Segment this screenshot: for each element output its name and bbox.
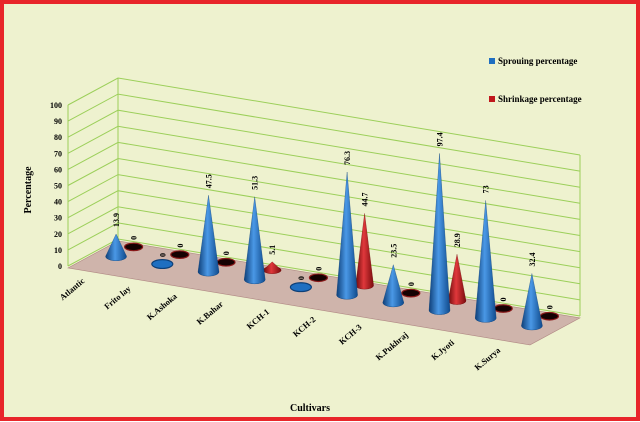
x-tick-label: KCH-3: [337, 322, 364, 347]
gridline: [67, 77, 581, 156]
shrinkage-disc-K.Ashoka: [216, 257, 236, 267]
y-tick-label: 30: [54, 214, 62, 223]
sprouting-cone-K.Ashoka: [197, 195, 220, 277]
legend-swatch: [489, 58, 495, 64]
data-label: 76.3: [343, 151, 352, 165]
data-label: 47.5: [205, 174, 214, 188]
y-tick-label: 10: [54, 246, 62, 255]
data-label: 97.4: [436, 132, 445, 146]
data-label: 5.1: [268, 245, 277, 255]
x-tick-label: KCH-1: [244, 307, 271, 332]
shrinkage-cone-KCH-2: [355, 213, 374, 290]
x-tick-label: Frito lay: [102, 283, 133, 311]
y-tick-label: 20: [54, 230, 62, 239]
data-label: 44.7: [361, 192, 370, 206]
gridline: [67, 174, 581, 253]
gridline: [67, 141, 581, 220]
shrinkage-disc-K.Jyoti: [493, 304, 513, 313]
gridline: [67, 157, 581, 236]
shrinkage-disc-K.Surya: [539, 311, 560, 321]
data-label: 51.3: [251, 176, 260, 190]
cone-chart: 0 10 20 30 40 50 60 70 80 90 100 Percentage Cultivar…: [23, 56, 582, 414]
sprouting-cone-K.Pukhraj: [428, 153, 451, 315]
gridline: [67, 109, 581, 188]
legend-label: Sprouing percentage: [498, 56, 577, 66]
shrinkage-disc-Atlantic: [124, 242, 144, 252]
x-tick-label: K.Bahar: [194, 299, 225, 327]
sprouting-cone-K.Jyoti: [475, 200, 497, 323]
sprouting-cone-K.Surya: [521, 273, 543, 331]
x-tick-label: Atlantic: [58, 276, 87, 303]
shrinkage-disc-Frito lay: [170, 250, 190, 259]
y-tick-label: 100: [50, 101, 62, 110]
shrinkage-disc-KCH-3: [401, 288, 421, 298]
x-axis-title: Cultivars: [290, 403, 330, 414]
x-tick-label: K.Jyoti: [429, 337, 456, 362]
data-label: 0: [499, 298, 508, 302]
y-axis-title: Percentage: [23, 166, 34, 214]
gridline: [67, 125, 581, 204]
sprouting-cone-KCH-2: [336, 171, 358, 300]
data-label: 0: [407, 282, 416, 286]
sprouting-cone-KCH-3: [382, 264, 404, 308]
y-tick-label: 0: [58, 262, 62, 271]
y-tick-label: 70: [54, 149, 62, 158]
data-label: 73: [482, 185, 491, 193]
data-label: 0: [297, 276, 306, 280]
legend-label: Shrinkage percentage: [498, 94, 582, 104]
sprouting-cone-Atlantic: [105, 233, 127, 261]
data-label: 0: [545, 305, 554, 309]
sprouting-cone-K.Bahar: [244, 196, 266, 284]
shrinkage-disc-KCH-1: [308, 273, 328, 283]
data-label: 0: [158, 253, 167, 257]
gridline: [67, 93, 581, 172]
x-tick-label: K.Pukhraj: [374, 330, 410, 363]
x-tick-label: K.Surya: [472, 345, 502, 373]
data-label: 23.5: [389, 244, 398, 258]
chart-floor: [67, 240, 581, 346]
data-label: 32.4: [528, 252, 537, 266]
y-tick-label: 60: [54, 165, 62, 174]
legend-swatch: [489, 96, 495, 102]
data-label: 0: [314, 267, 323, 271]
data-label: 28.9: [453, 233, 462, 247]
data-label: 0: [222, 251, 231, 255]
sprouting-disc-KCH-1: [289, 282, 312, 293]
sprouting-disc-Frito lay: [151, 259, 174, 270]
data-label: 13.9: [112, 213, 121, 227]
y-tick-label: 90: [54, 117, 62, 126]
y-tick-label: 80: [54, 133, 62, 142]
y-tick-label: 50: [54, 182, 62, 191]
x-tick-label: KCH-2: [291, 314, 318, 339]
data-label: 0: [176, 244, 185, 248]
data-label: 0: [130, 236, 139, 240]
x-tick-label: K.Ashoka: [145, 291, 180, 322]
y-tick-label: 40: [54, 198, 62, 207]
